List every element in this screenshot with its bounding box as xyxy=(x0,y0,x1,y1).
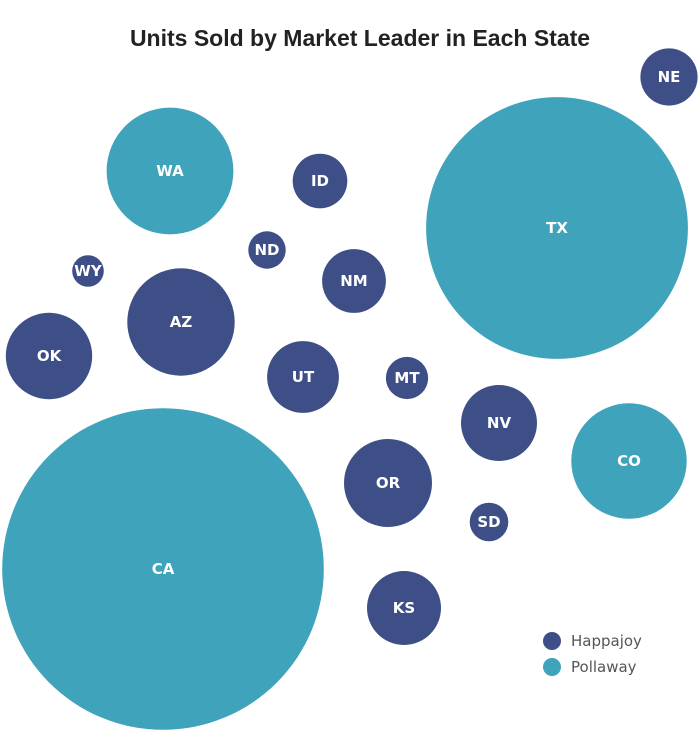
bubble-sd xyxy=(469,502,509,542)
bubble-az xyxy=(127,268,235,376)
legend-swatch-happajoy xyxy=(543,632,561,650)
bubble-id xyxy=(292,153,348,209)
bubble-label-az: AZ xyxy=(170,313,193,331)
bubble-label-wy: WY xyxy=(74,262,103,280)
chart-title: Units Sold by Market Leader in Each Stat… xyxy=(130,25,590,51)
bubble-co xyxy=(571,403,687,519)
bubble-label-ok: OK xyxy=(37,347,63,365)
bubble-nd xyxy=(248,231,286,269)
bubble-label-ca: CA xyxy=(152,560,175,578)
legend: Happajoy Pollaway xyxy=(543,632,642,676)
bubbles-group: NE WA ID TX ND WY NM AZ OK UT MT NV CO OR SD CA KS xyxy=(2,48,698,730)
bubble-ca xyxy=(2,408,324,730)
bubble-tx xyxy=(426,97,688,359)
bubble-nv xyxy=(461,385,537,461)
bubble-label-id: ID xyxy=(311,172,329,190)
bubble-label-or: OR xyxy=(376,474,401,492)
bubble-nm xyxy=(322,249,386,313)
legend-label-pollaway: Pollaway xyxy=(571,658,637,676)
bubble-label-co: CO xyxy=(617,452,641,470)
bubble-label-nv: NV xyxy=(487,414,512,432)
legend-swatch-pollaway xyxy=(543,658,561,676)
bubble-label-ut: UT xyxy=(292,368,315,386)
bubble-label-sd: SD xyxy=(477,513,500,531)
bubble-label-ks: KS xyxy=(393,599,415,617)
bubble-label-nd: ND xyxy=(254,241,279,259)
bubble-or xyxy=(344,439,432,527)
bubble-label-tx: TX xyxy=(546,219,568,237)
bubble-label-mt: MT xyxy=(394,369,420,387)
bubble-label-nm: NM xyxy=(340,272,367,290)
legend-label-happajoy: Happajoy xyxy=(571,632,642,650)
bubble-mt xyxy=(385,356,429,400)
bubble-wy xyxy=(72,255,104,287)
bubble-ne xyxy=(640,48,698,106)
bubble-ks xyxy=(367,571,441,645)
bubble-label-wa: WA xyxy=(156,162,184,180)
bubble-ut xyxy=(267,341,339,413)
bubble-wa xyxy=(106,107,234,235)
bubble-ok xyxy=(5,312,93,400)
bubble-label-ne: NE xyxy=(658,68,681,86)
